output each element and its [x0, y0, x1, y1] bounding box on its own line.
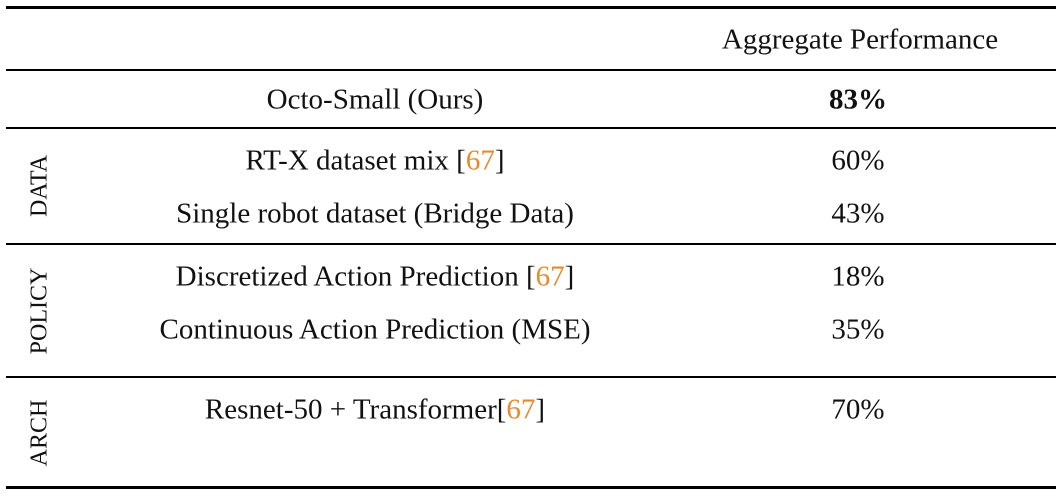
row-value: 18%: [831, 260, 885, 293]
label-text: Single robot dataset (Bridge Data): [176, 197, 574, 230]
citation: 67: [465, 144, 495, 177]
top-rule: [6, 6, 1056, 9]
column-header: Aggregate Performance: [721, 23, 999, 56]
row-label: Resnet-50 + Transformer[67]: [205, 394, 545, 427]
baseline-value: 83%: [829, 83, 887, 116]
row-label: Continuous Action Prediction (MSE): [160, 314, 591, 347]
label-text: Continuous Action Prediction (MSE): [159, 313, 591, 346]
baseline-label: Octo-Small (Ours): [266, 83, 484, 116]
label-text: ]: [494, 144, 505, 177]
citation: 67: [506, 393, 536, 426]
group-rule: [6, 243, 1056, 245]
row-value: 35%: [831, 313, 885, 346]
label-text: Discretized Action Prediction [: [175, 260, 536, 293]
row-value: 70%: [831, 393, 885, 426]
label-text: Resnet-50 + Transformer[: [204, 393, 507, 426]
label-text: ]: [564, 260, 575, 293]
row-value: 43%: [831, 197, 885, 230]
label-text: ]: [535, 393, 546, 426]
row-label: RT-X dataset mix [67]: [246, 145, 505, 178]
group-label: ARCH: [26, 399, 53, 466]
row-value: 60%: [831, 144, 885, 177]
label-text: RT-X dataset mix [: [245, 144, 466, 177]
row-label: Discretized Action Prediction [67]: [176, 261, 575, 294]
group-label: DATA: [26, 154, 53, 218]
group-rule: [6, 376, 1056, 378]
row-label: Single robot dataset (Bridge Data): [176, 198, 574, 231]
header-rule: [6, 69, 1056, 71]
bottom-rule: [6, 486, 1056, 489]
citation: 67: [535, 260, 565, 293]
group-label: POLICY: [26, 267, 53, 354]
baseline-rule: [6, 127, 1056, 129]
